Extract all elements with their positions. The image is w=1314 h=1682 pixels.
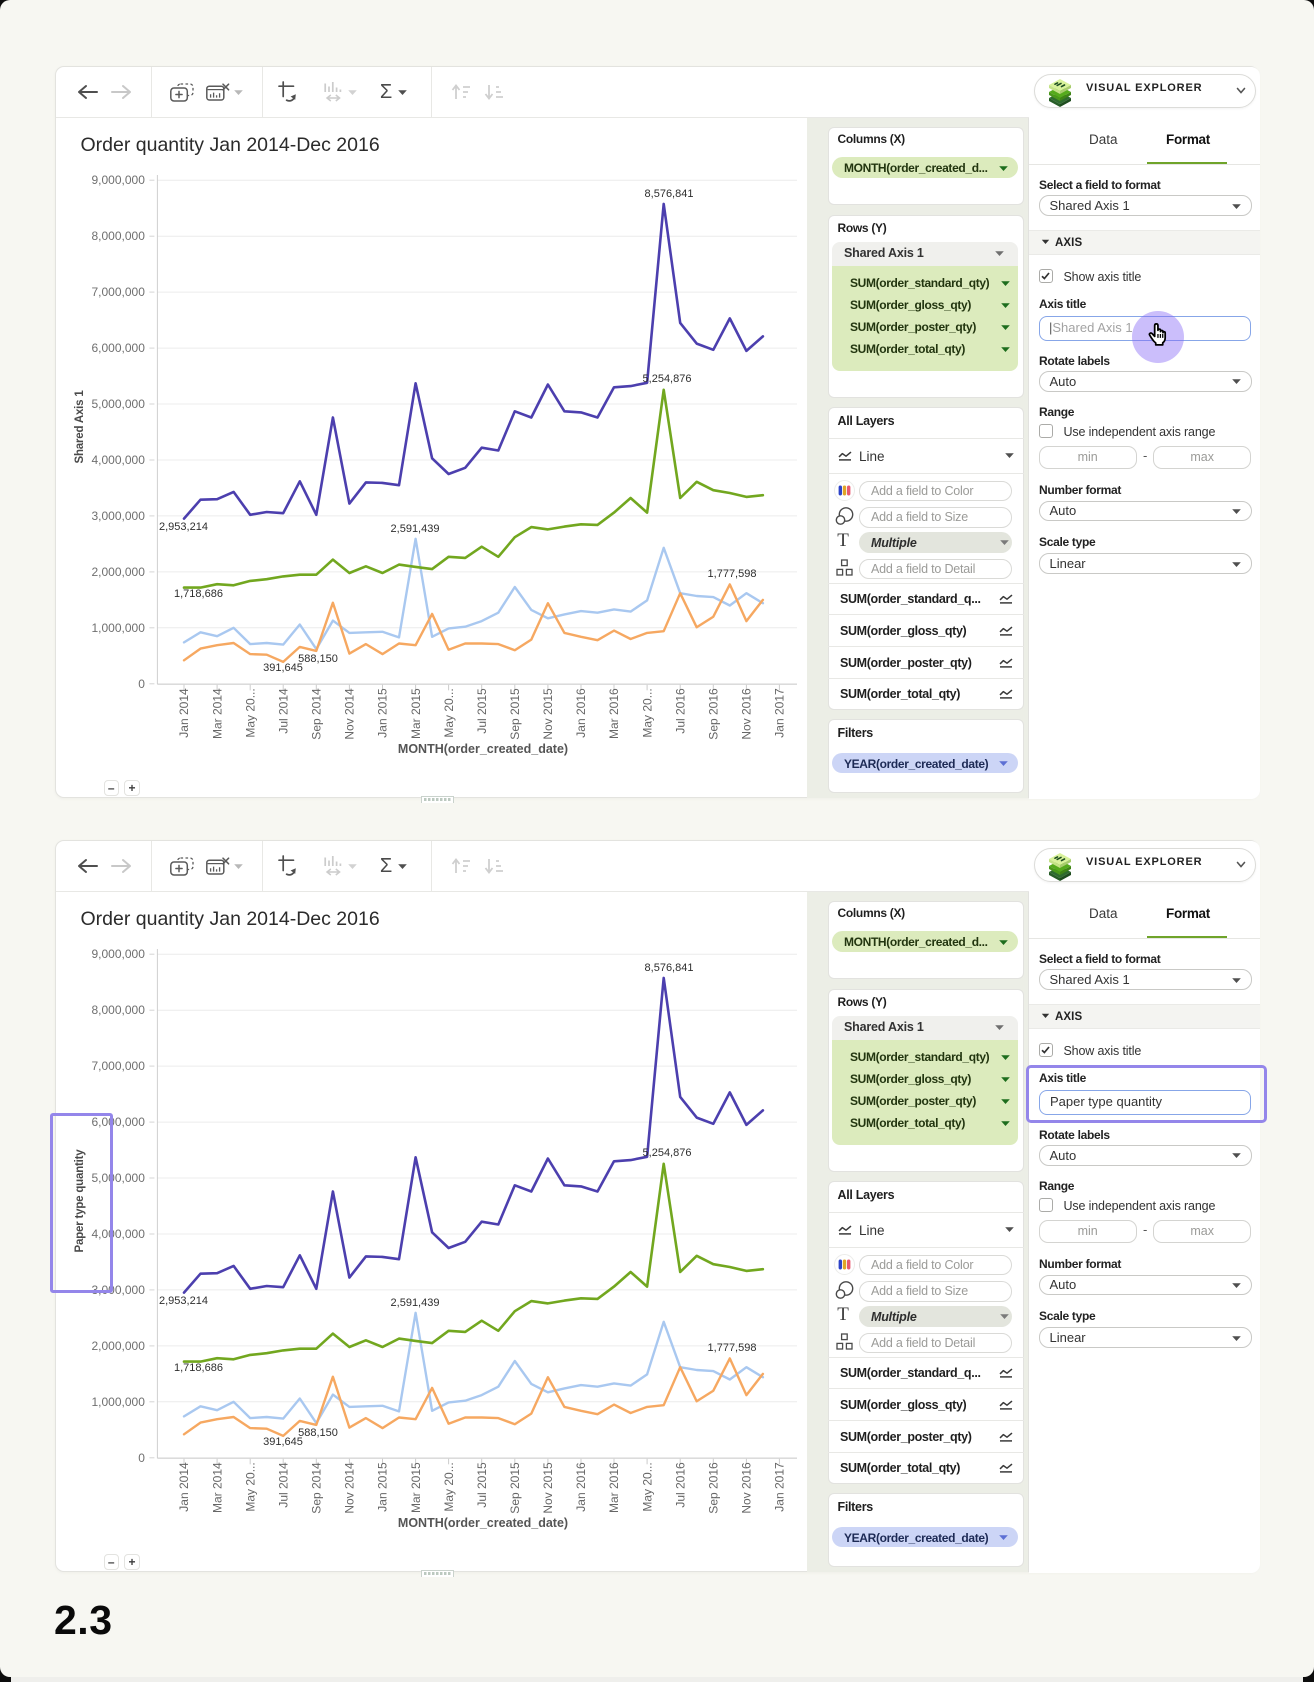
svg-text:Jan 2016: Jan 2016 [574, 688, 588, 738]
svg-text:Sep 2016: Sep 2016 [707, 1462, 721, 1514]
svg-text:MONTH(order_created_date): MONTH(order_created_date) [398, 742, 568, 756]
svg-text:4,000,000: 4,000,000 [92, 453, 146, 467]
svg-text:391,645: 391,645 [263, 662, 303, 674]
svg-text:May 20...: May 20... [243, 688, 257, 737]
svg-text:May 20...: May 20... [442, 1462, 456, 1511]
svg-text:Sep 2015: Sep 2015 [508, 688, 522, 740]
svg-text:1,718,686: 1,718,686 [174, 1362, 223, 1374]
svg-text:2,591,439: 2,591,439 [391, 523, 440, 535]
svg-text:6,000,000: 6,000,000 [92, 1115, 146, 1129]
svg-text:Mar 2014: Mar 2014 [210, 688, 224, 739]
svg-text:3,000,000: 3,000,000 [92, 509, 146, 523]
svg-text:5,254,876: 5,254,876 [643, 373, 692, 385]
svg-text:Nov 2014: Nov 2014 [343, 1462, 357, 1514]
svg-text:Sep 2014: Sep 2014 [310, 688, 324, 740]
svg-text:Sep 2014: Sep 2014 [310, 1462, 324, 1514]
svg-text:Mar 2016: Mar 2016 [607, 688, 621, 739]
svg-text:Jul 2015: Jul 2015 [475, 688, 489, 734]
svg-text:0: 0 [138, 1451, 145, 1465]
svg-text:Nov 2016: Nov 2016 [740, 688, 754, 740]
svg-text:2,000,000: 2,000,000 [92, 1339, 146, 1353]
svg-text:Mar 2015: Mar 2015 [409, 688, 423, 739]
svg-text:1,777,598: 1,777,598 [708, 1342, 757, 1354]
svg-text:Nov 2015: Nov 2015 [541, 1462, 555, 1514]
svg-text:Jul 2015: Jul 2015 [475, 1462, 489, 1508]
svg-text:391,645: 391,645 [263, 1436, 303, 1448]
svg-text:8,576,841: 8,576,841 [645, 188, 694, 200]
svg-text:Sep 2015: Sep 2015 [508, 1462, 522, 1514]
svg-text:Nov 2014: Nov 2014 [343, 688, 357, 740]
svg-text:Jul 2016: Jul 2016 [673, 688, 687, 734]
svg-text:8,576,841: 8,576,841 [645, 962, 694, 974]
svg-text:Nov 2016: Nov 2016 [740, 1462, 754, 1514]
svg-text:2,000,000: 2,000,000 [92, 565, 146, 579]
svg-text:0: 0 [138, 677, 145, 691]
svg-text:Nov 2015: Nov 2015 [541, 688, 555, 740]
svg-text:1,000,000: 1,000,000 [92, 621, 146, 635]
svg-text:2,953,214: 2,953,214 [159, 1295, 208, 1307]
svg-text:1,718,686: 1,718,686 [174, 588, 223, 600]
svg-text:588,150: 588,150 [298, 653, 338, 665]
svg-text:May 20...: May 20... [442, 688, 456, 737]
svg-text:5,254,876: 5,254,876 [643, 1147, 692, 1159]
svg-text:Paper type quantity: Paper type quantity [74, 1149, 86, 1253]
svg-text:Jan 2014: Jan 2014 [177, 688, 191, 738]
svg-text:Jan 2015: Jan 2015 [376, 688, 390, 738]
svg-text:9,000,000: 9,000,000 [92, 173, 146, 187]
svg-text:1,000,000: 1,000,000 [92, 1395, 146, 1409]
svg-text:5,000,000: 5,000,000 [92, 1171, 146, 1185]
svg-text:9,000,000: 9,000,000 [92, 947, 146, 961]
svg-text:7,000,000: 7,000,000 [92, 1059, 146, 1073]
svg-text:8,000,000: 8,000,000 [92, 229, 146, 243]
svg-text:Jan 2017: Jan 2017 [773, 688, 787, 738]
svg-text:4,000,000: 4,000,000 [92, 1227, 146, 1241]
svg-text:Sep 2016: Sep 2016 [707, 688, 721, 740]
svg-text:MONTH(order_created_date): MONTH(order_created_date) [398, 1516, 568, 1530]
svg-text:Jan 2016: Jan 2016 [574, 1462, 588, 1512]
svg-text:Jan 2014: Jan 2014 [177, 1462, 191, 1512]
svg-text:2,591,439: 2,591,439 [391, 1297, 440, 1309]
svg-text:Shared Axis 1: Shared Axis 1 [74, 390, 86, 464]
svg-text:2,953,214: 2,953,214 [159, 521, 208, 533]
svg-text:Jul 2014: Jul 2014 [276, 688, 290, 734]
svg-text:7,000,000: 7,000,000 [92, 285, 146, 299]
svg-text:May 20...: May 20... [640, 688, 654, 737]
svg-text:5,000,000: 5,000,000 [92, 397, 146, 411]
svg-text:6,000,000: 6,000,000 [92, 341, 146, 355]
svg-text:1,777,598: 1,777,598 [708, 568, 757, 580]
svg-text:Jan 2015: Jan 2015 [376, 1462, 390, 1512]
svg-text:May 20...: May 20... [640, 1462, 654, 1511]
svg-text:588,150: 588,150 [298, 1427, 338, 1439]
svg-text:8,000,000: 8,000,000 [92, 1003, 146, 1017]
svg-text:Jul 2016: Jul 2016 [673, 1462, 687, 1508]
svg-text:3,000,000: 3,000,000 [92, 1283, 146, 1297]
svg-text:Jul 2014: Jul 2014 [276, 1462, 290, 1508]
svg-text:Mar 2015: Mar 2015 [409, 1462, 423, 1513]
svg-text:Mar 2014: Mar 2014 [210, 1462, 224, 1513]
svg-text:May 20...: May 20... [243, 1462, 257, 1511]
svg-text:Jan 2017: Jan 2017 [773, 1462, 787, 1512]
svg-text:Mar 2016: Mar 2016 [607, 1462, 621, 1513]
